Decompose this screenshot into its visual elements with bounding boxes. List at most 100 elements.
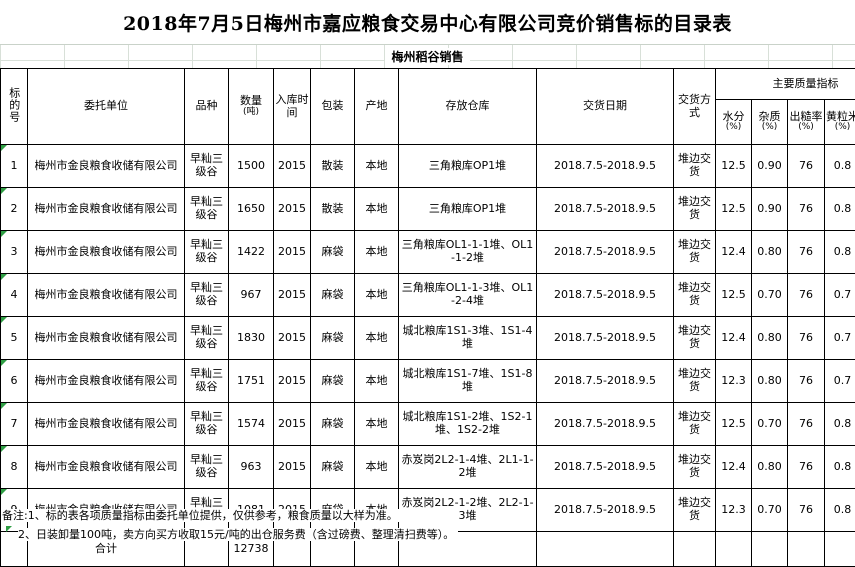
row-cell-delivery-date: 2018.7.5-2018.9.5 (537, 317, 674, 360)
row-cell-variety: 早籼三级谷 (185, 145, 229, 188)
col-header-quality-group: 主要质量指标 (716, 69, 855, 100)
row-cell-packaging: 麻袋 (311, 231, 355, 274)
row-cell-warehouse: 三角粮库OL1-1-3堆、OL1-2-4堆 (399, 274, 537, 317)
row-cell-quantity: 1751 (229, 360, 274, 403)
row-cell-variety: 早籼三级谷 (185, 317, 229, 360)
row-cell-storage-time: 2015 (274, 317, 311, 360)
row-cell-moisture: 12.5 (716, 274, 752, 317)
row-cell-delivery-method: 堆边交货 (674, 446, 716, 489)
row-cell-entrust-unit: 梅州市金良粮食收储有限公司 (28, 446, 185, 489)
row-cell-storage-time: 2015 (274, 403, 311, 446)
row-cell-impurity: 0.70 (752, 274, 788, 317)
row-cell-origin: 本地 (355, 403, 399, 446)
col-header-origin: 产地 (355, 69, 399, 145)
col-header-impurity-unit: (%) (753, 123, 786, 133)
row-cell-entrust-unit: 梅州市金良粮食收储有限公司 (28, 274, 185, 317)
row-cell-entrust-unit: 梅州市金良粮食收储有限公司 (28, 188, 185, 231)
row-cell-entrust-unit: 梅州市金良粮食收储有限公司 (28, 317, 185, 360)
row-cell-delivery-date: 2018.7.5-2018.9.5 (537, 188, 674, 231)
row-cell-yellow-grain: 0.7 (825, 274, 855, 317)
row-cell-id: 1 (1, 145, 28, 188)
row-cell-entrust-unit: 梅州市金良粮食收储有限公司 (28, 403, 185, 446)
row-cell-yellow-grain: 0.8 (825, 145, 855, 188)
row-cell-impurity: 0.70 (752, 403, 788, 446)
row-cell-packaging: 散装 (311, 188, 355, 231)
row-cell-quantity: 967 (229, 274, 274, 317)
row-cell-warehouse: 城北粮库1S1-3堆、1S1-4堆 (399, 317, 537, 360)
footnote-line-2: 2、日装卸量100吨，卖方向买方收取15元/吨的出仓服务费（含过磅费、整理清扫费… (0, 525, 855, 544)
row-cell-brown-rice-rate: 76 (788, 403, 825, 446)
row-cell-warehouse: 三角粮库OP1堆 (399, 188, 537, 231)
row-cell-delivery-date: 2018.7.5-2018.9.5 (537, 145, 674, 188)
row-cell-origin: 本地 (355, 317, 399, 360)
row-cell-variety: 早籼三级谷 (185, 188, 229, 231)
subtitle-row: 梅州稻谷销售 (0, 44, 855, 68)
col-header-quantity: 数量 (吨) (229, 69, 274, 145)
row-cell-warehouse: 城北粮库1S1-2堆、1S2-1堆、1S2-2堆 (399, 403, 537, 446)
page-subtitle: 梅州稻谷销售 (385, 48, 469, 65)
row-cell-brown-rice-rate: 76 (788, 317, 825, 360)
col-header-brown-rice-rate: 出糙率 (%) (788, 100, 825, 145)
row-cell-origin: 本地 (355, 188, 399, 231)
row-cell-delivery-method: 堆边交货 (674, 188, 716, 231)
row-cell-yellow-grain: 0.8 (825, 188, 855, 231)
col-header-impurity: 杂质 (%) (752, 100, 788, 145)
row-cell-variety: 早籼三级谷 (185, 403, 229, 446)
row-cell-origin: 本地 (355, 360, 399, 403)
row-cell-id: 3 (1, 231, 28, 274)
row-cell-packaging: 麻袋 (311, 317, 355, 360)
col-header-yellow-grain-unit: (%) (826, 123, 855, 133)
footnotes: 备注:1、标的表各项质量指标由委托单位提供，仅供参考，粮食质量以大样为准。 2、… (0, 506, 855, 544)
row-cell-moisture: 12.4 (716, 317, 752, 360)
row-cell-id: 4 (1, 274, 28, 317)
row-cell-id: 8 (1, 446, 28, 489)
row-cell-yellow-grain: 0.7 (825, 317, 855, 360)
footnote-line-1-text: 备注:1、标的表各项质量指标由委托单位提供，仅供参考，粮食质量以大样为准。 (2, 509, 402, 522)
col-header-quantity-label: 数量 (230, 95, 272, 107)
listing-table: 标的号 委托单位 品种 数量 (吨) 入库时间 包装 产地 存放仓库 交货日期 … (0, 68, 855, 567)
col-header-moisture: 水分 (%) (716, 100, 752, 145)
col-header-moisture-unit: (%) (717, 123, 750, 133)
row-cell-delivery-date: 2018.7.5-2018.9.5 (537, 403, 674, 446)
spreadsheet-page: 2018年7月5日梅州市嘉应粮食交易中心有限公司竞价销售标的目录表 梅州稻谷销售 (0, 0, 855, 547)
footnote-line-2-text: 2、日装卸量100吨，卖方向买方收取15元/吨的出仓服务费（含过磅费、整理清扫费… (18, 528, 458, 541)
col-header-warehouse: 存放仓库 (399, 69, 537, 145)
col-header-id: 标的号 (1, 69, 28, 145)
row-cell-delivery-date: 2018.7.5-2018.9.5 (537, 360, 674, 403)
col-header-delivery-method: 交货方式 (674, 69, 716, 145)
title-row: 2018年7月5日梅州市嘉应粮食交易中心有限公司竞价销售标的目录表 (0, 0, 855, 45)
row-cell-yellow-grain: 0.8 (825, 446, 855, 489)
row-cell-brown-rice-rate: 76 (788, 360, 825, 403)
row-cell-quantity: 1422 (229, 231, 274, 274)
row-cell-delivery-method: 堆边交货 (674, 231, 716, 274)
row-cell-quantity: 1500 (229, 145, 274, 188)
row-cell-delivery-method: 堆边交货 (674, 317, 716, 360)
row-cell-delivery-method: 堆边交货 (674, 145, 716, 188)
row-cell-warehouse: 三角粮库OP1堆 (399, 145, 537, 188)
row-cell-variety: 早籼三级谷 (185, 231, 229, 274)
row-cell-impurity: 0.80 (752, 231, 788, 274)
col-header-delivery-date: 交货日期 (537, 69, 674, 145)
row-cell-storage-time: 2015 (274, 360, 311, 403)
col-header-entrust-unit: 委托单位 (28, 69, 185, 145)
row-cell-impurity: 0.90 (752, 188, 788, 231)
col-header-quantity-unit: (吨) (230, 108, 272, 118)
row-cell-origin: 本地 (355, 145, 399, 188)
row-cell-variety: 早籼三级谷 (185, 274, 229, 317)
row-cell-brown-rice-rate: 76 (788, 446, 825, 489)
row-cell-moisture: 12.4 (716, 446, 752, 489)
row-cell-quantity: 1650 (229, 188, 274, 231)
row-cell-delivery-method: 堆边交货 (674, 403, 716, 446)
row-cell-delivery-date: 2018.7.5-2018.9.5 (537, 446, 674, 489)
row-cell-origin: 本地 (355, 231, 399, 274)
row-cell-quantity: 1830 (229, 317, 274, 360)
row-cell-id: 7 (1, 403, 28, 446)
row-cell-impurity: 0.80 (752, 317, 788, 360)
row-cell-variety: 早籼三级谷 (185, 446, 229, 489)
row-cell-quantity: 963 (229, 446, 274, 489)
row-cell-storage-time: 2015 (274, 231, 311, 274)
